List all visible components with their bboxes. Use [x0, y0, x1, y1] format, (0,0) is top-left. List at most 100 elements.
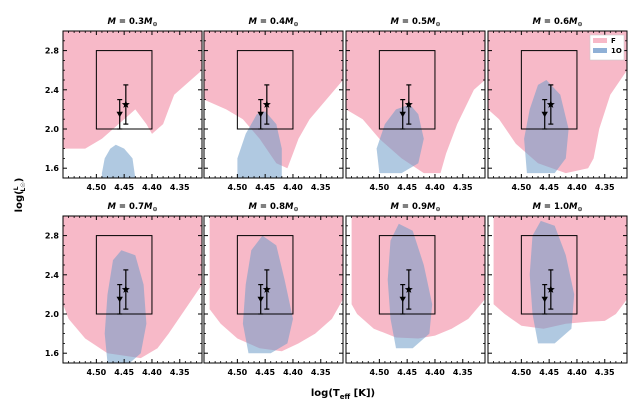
star-marker [262, 100, 271, 108]
y-tick-label: 2.4 [45, 86, 60, 95]
panel-plot-area [351, 216, 485, 349]
x-tick-label: 4.45 [255, 183, 275, 192]
x-tick-label: 4.45 [114, 368, 134, 377]
triangle-marker [116, 296, 123, 303]
observation-box [520, 50, 578, 130]
legend-label: F [611, 37, 616, 45]
x-tick-label: 4.45 [397, 183, 417, 192]
legend: F 1O [589, 34, 625, 61]
panel-7: 4.50 4.45 4.40 4.35 M = 0.9M⊙ [345, 202, 486, 377]
x-tick-label: 4.45 [539, 183, 559, 192]
1O-region [376, 104, 424, 174]
star-marker [546, 100, 555, 108]
panel-2: 4.50 4.45 4.40 4.35 M = 0.4M⊙ [203, 17, 344, 192]
y-tick-label: 1.6 [45, 349, 60, 358]
y-axis-label: log(LL☉) [13, 178, 27, 213]
panel-frame [487, 215, 628, 364]
triangle-marker [541, 111, 548, 118]
x-tick-label: 4.45 [114, 183, 134, 192]
panel-title: M = 1.0M⊙ [532, 202, 582, 213]
panel-6: 4.50 4.45 4.40 4.35 M = 0.8M⊙ [203, 202, 344, 377]
1O-region [242, 235, 293, 354]
x-ticks: 4.50 4.45 4.40 4.35 [493, 31, 628, 192]
triangle-marker [399, 296, 406, 303]
1O-region [387, 223, 433, 349]
y-ticks [488, 40, 627, 169]
x-tick-label: 4.40 [283, 368, 303, 377]
y-ticks [204, 40, 343, 169]
x-tick-label: 4.50 [511, 183, 531, 192]
x-tick-label: 4.35 [311, 368, 331, 377]
x-tick-label: 4.35 [170, 368, 190, 377]
panel-title: M = 0.9M⊙ [390, 202, 440, 213]
panel-title: M = 0.4M⊙ [248, 17, 298, 28]
y-tick-label: 2.0 [45, 310, 60, 319]
observation-box [95, 50, 153, 130]
y-ticks [488, 225, 627, 354]
panel-title: M = 0.3M⊙ [107, 17, 157, 28]
x-tick-label: 4.45 [397, 368, 417, 377]
y-tick-label: 2.8 [45, 47, 60, 56]
y-ticks: 1.6 2.0 2.4 2.8 [45, 225, 202, 358]
legend-swatch [593, 38, 607, 43]
panel-plot-area [209, 216, 343, 354]
panel-plot-area [346, 31, 485, 174]
legend-swatch [593, 48, 607, 53]
x-ticks: 4.50 4.45 4.40 4.35 [493, 216, 628, 377]
star-marker [121, 100, 130, 108]
star-marker [404, 100, 413, 108]
y-ticks [346, 40, 485, 169]
y-ticks: 1.6 2.0 2.4 2.8 [45, 40, 202, 173]
panel-4: 4.50 4.45 4.40 4.35 M = 0.6M⊙ F 1O [487, 17, 628, 192]
panel-1: 4.50 4.45 4.40 4.35 1.6 2.0 2.4 2.8 M = 0.3M⊙ [45, 17, 203, 192]
x-tick-label: 4.40 [283, 183, 303, 192]
panel-5: 4.50 4.45 4.40 4.35 1.6 2.0 2.4 2.8 M = 0.7M⊙ [45, 202, 203, 377]
x-tick-label: 4.35 [453, 368, 473, 377]
panel-title: M = 0.6M⊙ [532, 17, 582, 28]
panel-plot-area [488, 31, 627, 174]
x-tick-label: 4.50 [511, 368, 531, 377]
x-ticks: 4.50 4.45 4.40 4.35 [209, 31, 344, 192]
x-ticks: 4.50 4.45 4.40 4.35 [351, 216, 486, 377]
panel-frame [62, 215, 203, 364]
x-axis-label: log(Teff [K]) [311, 388, 375, 401]
1O-region [101, 144, 136, 178]
x-tick-label: 4.45 [539, 368, 559, 377]
panel-3: 4.50 4.45 4.40 4.35 M = 0.5M⊙ [345, 17, 486, 192]
star-marker [262, 285, 271, 293]
x-tick-label: 4.35 [595, 183, 615, 192]
triangle-marker [257, 111, 264, 118]
x-tick-label: 4.50 [369, 183, 389, 192]
y-tick-label: 2.0 [45, 125, 60, 134]
x-tick-label: 4.50 [227, 183, 247, 192]
x-tick-label: 4.50 [369, 368, 389, 377]
panel-8: 4.50 4.45 4.40 4.35 M = 1.0M⊙ [487, 202, 628, 377]
x-ticks: 4.50 4.45 4.40 4.35 [351, 31, 486, 192]
panel-frame [345, 215, 486, 364]
x-tick-label: 4.40 [567, 183, 587, 192]
1O-region [529, 220, 575, 344]
panel-frame [203, 30, 344, 179]
x-ticks: 4.50 4.45 4.40 4.35 [68, 31, 203, 192]
panel-frame [203, 215, 344, 364]
y-tick-label: 2.4 [45, 271, 60, 280]
y-ticks [346, 225, 485, 354]
triangle-marker [541, 296, 548, 303]
observation-box [378, 235, 436, 315]
x-tick-label: 4.50 [86, 368, 106, 377]
legend-label: 1O [611, 47, 622, 55]
y-tick-label: 2.8 [45, 232, 60, 241]
panel-title: M = 0.8M⊙ [248, 202, 298, 213]
panel-plot-area [63, 216, 202, 363]
1O-region [524, 80, 569, 174]
x-tick-label: 4.35 [453, 183, 473, 192]
x-tick-label: 4.45 [255, 368, 275, 377]
panel-plot-area [204, 31, 343, 178]
panel-title: M = 0.5M⊙ [390, 17, 440, 28]
x-tick-label: 4.40 [425, 368, 445, 377]
panel-frame [487, 30, 628, 179]
x-tick-label: 4.40 [425, 183, 445, 192]
panel-frame [62, 30, 203, 179]
x-tick-label: 4.35 [595, 368, 615, 377]
